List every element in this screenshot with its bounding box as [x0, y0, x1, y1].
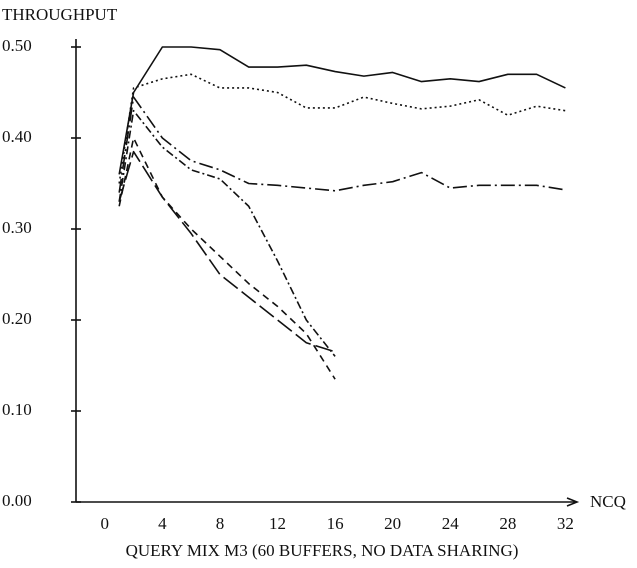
- x-tick-label: 12: [269, 514, 286, 533]
- caption: QUERY MIX M3 (60 BUFFERS, NO DATA SHARIN…: [126, 541, 519, 560]
- x-tick-label: 8: [216, 514, 225, 533]
- y-axis-label: THROUGHPUT: [2, 5, 118, 24]
- x-tick-label: 16: [327, 514, 344, 533]
- x-tick-label: 4: [158, 514, 167, 533]
- y-tick-label: 0.10: [2, 400, 32, 419]
- x-axis-arrow: [566, 497, 580, 507]
- y-tick-label: 0.40: [2, 127, 32, 146]
- series-line: [118, 137, 336, 380]
- y-tick-label: 0.00: [2, 491, 32, 510]
- x-tick-label: 28: [499, 514, 516, 533]
- series-line: [118, 46, 566, 175]
- series-line: [118, 109, 336, 357]
- x-tick-label: 32: [557, 514, 574, 533]
- series-line: [118, 96, 566, 193]
- y-tick-label: 0.50: [2, 36, 32, 55]
- x-tick-label: 20: [384, 514, 401, 533]
- y-tick-label: 0.30: [2, 218, 32, 237]
- x-tick-label: 0: [101, 514, 110, 533]
- series-line: [118, 150, 336, 353]
- x-axis-label: NCQ: [590, 492, 626, 511]
- x-tick-label: 24: [442, 514, 460, 533]
- series-line: [118, 73, 566, 184]
- y-tick-label: 0.20: [2, 309, 32, 328]
